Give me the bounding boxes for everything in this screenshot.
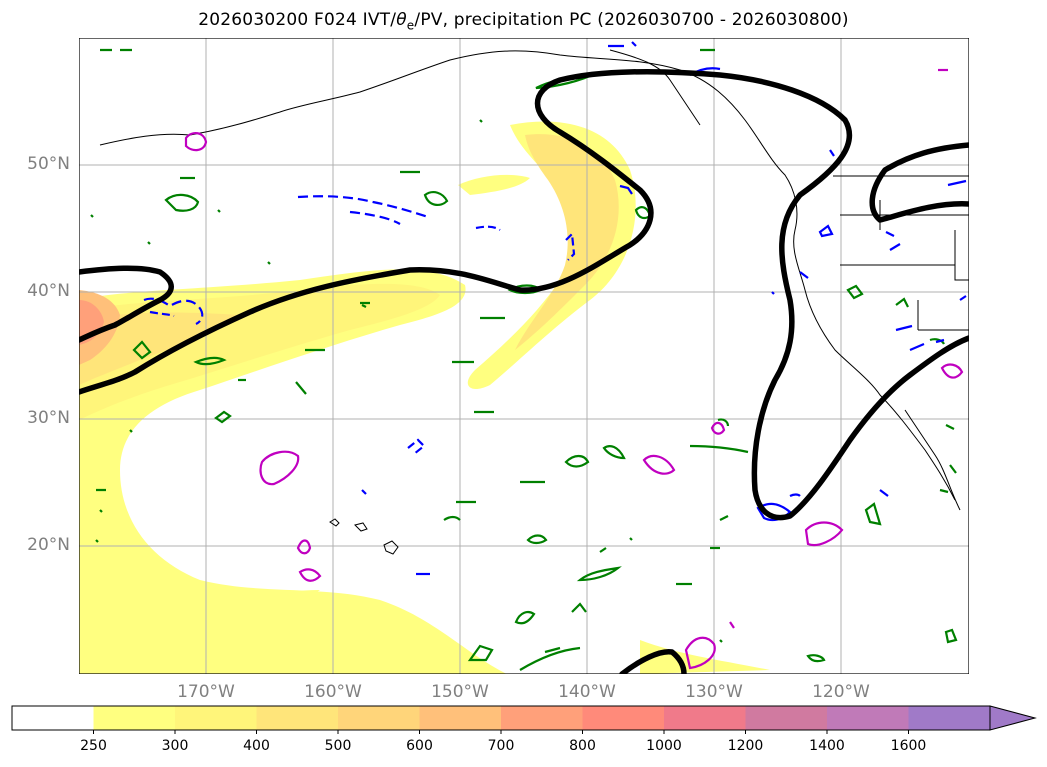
colorbar-segment [582, 706, 665, 730]
lat-label-40n: 40°N [27, 281, 70, 301]
theta-e-contours-blue [143, 41, 967, 576]
colorbar-label: 1400 [809, 738, 845, 754]
colorbar-segment [256, 706, 339, 730]
lat-label-30n: 30°N [27, 408, 70, 428]
map-title: 2026030200 F024 IVT/θe/PV, precipitation… [198, 10, 849, 33]
colorbar-label: 600 [406, 738, 433, 754]
lon-label-140w: 140°W [558, 682, 616, 702]
colorbar-label: 300 [161, 738, 189, 754]
colorbar-segment [501, 706, 583, 730]
map-plot-area [79, 38, 969, 674]
colorbar-segment [93, 706, 176, 730]
colorbar [11, 705, 1037, 734]
graticule [79, 38, 969, 674]
colorbar-segment [419, 706, 502, 730]
colorbar-segment [338, 706, 420, 730]
coastlines [99, 49, 969, 555]
colorbar-segment [12, 706, 94, 730]
colorbar-label: 250 [80, 738, 107, 754]
colorbar-segment [827, 706, 909, 730]
lon-label-170w: 170°W [177, 682, 235, 702]
colorbar-label: 700 [487, 738, 515, 754]
colorbar-label: 1200 [727, 738, 764, 754]
lon-label-150w: 150°W [431, 682, 489, 702]
lat-label-20n: 20°N [27, 535, 70, 555]
lat-label-50n: 50°N [27, 154, 70, 174]
colorbar-segment [664, 706, 746, 730]
colorbar-label: 800 [569, 738, 596, 754]
theta-e-contours-magenta [184, 68, 964, 670]
colorbar-label: 1600 [890, 738, 927, 754]
colorbar-segment [908, 706, 991, 730]
colorbar-segment [175, 706, 257, 730]
lon-label-120w: 120°W [812, 682, 870, 702]
pv-contours [79, 68, 969, 674]
colorbar-segment [745, 706, 828, 730]
colorbar-label: 500 [324, 738, 352, 754]
colorbar-label: 1000 [646, 738, 682, 754]
colorbar-extend-arrow [989, 705, 1037, 731]
lon-label-130w: 130°W [685, 682, 743, 702]
lon-label-160w: 160°W [304, 682, 362, 702]
colorbar-label: 400 [243, 738, 270, 754]
